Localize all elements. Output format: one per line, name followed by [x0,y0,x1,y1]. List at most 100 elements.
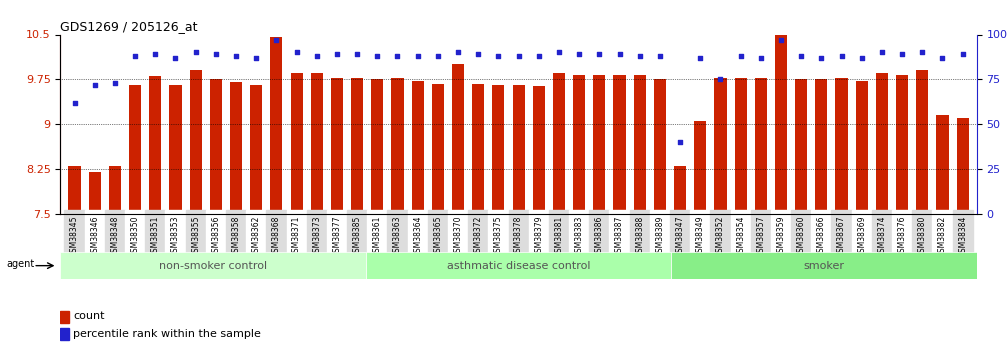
Point [66,100,83,106]
Bar [270,38,282,214]
FancyBboxPatch shape [672,252,977,279]
Bar [392,78,404,214]
Point [329,51,345,57]
Bar [109,166,121,214]
Point [914,50,930,55]
Bar [896,75,908,214]
Bar [553,73,565,214]
Bar [836,78,848,214]
Point [107,80,123,86]
FancyBboxPatch shape [366,252,672,279]
Bar [129,85,141,214]
Text: percentile rank within the sample: percentile rank within the sample [73,329,261,338]
Bar [957,118,969,214]
Bar [230,82,242,214]
Point [773,37,789,43]
Bar [937,115,949,214]
Point [289,50,305,55]
Point [611,51,627,57]
Bar [331,78,343,214]
Text: smoker: smoker [804,261,845,270]
Point [87,82,103,88]
Bar [311,73,323,214]
Point [349,51,366,57]
Point [490,53,507,59]
Bar [60,310,69,323]
Bar [492,85,505,214]
Point [712,77,728,82]
FancyBboxPatch shape [60,252,366,279]
Bar [169,85,181,214]
Bar [291,73,303,214]
Bar [189,70,201,214]
Bar [452,65,464,214]
Point [692,55,708,61]
Bar [149,76,161,214]
Point [814,55,830,61]
Bar [755,78,767,214]
Bar [856,81,868,214]
Point [450,50,466,55]
Text: GDS1269 / 205126_at: GDS1269 / 205126_at [60,20,198,33]
Point [591,51,607,57]
Point [551,50,567,55]
Bar [68,166,81,214]
Point [430,53,446,59]
Point [127,53,143,59]
Point [934,55,951,61]
Bar [250,85,262,214]
Point [370,53,386,59]
Point [753,55,769,61]
Text: asthmatic disease control: asthmatic disease control [447,261,590,270]
Bar [613,75,625,214]
Point [410,53,426,59]
Point [794,53,810,59]
Text: count: count [73,312,105,321]
Bar [472,83,484,214]
Bar [654,79,666,214]
Bar [351,78,364,214]
Bar [674,166,686,214]
Point [187,50,203,55]
Point [248,55,264,61]
Point [511,53,527,59]
Point [268,37,284,43]
Bar [412,81,424,214]
Bar [734,78,746,214]
Bar [816,79,828,214]
Point [854,55,870,61]
Text: agent: agent [6,259,34,269]
Point [894,51,910,57]
Point [834,53,850,59]
Bar [573,75,585,214]
Bar [796,79,808,214]
Bar [432,83,444,214]
Bar [60,328,69,340]
Point [631,53,648,59]
Bar [593,75,605,214]
Bar [89,172,101,214]
Text: non-smoker control: non-smoker control [159,261,267,270]
Bar [513,85,525,214]
Bar [714,78,726,214]
Point [207,51,224,57]
Point [470,51,486,57]
Point [571,51,587,57]
Point [531,53,547,59]
Point [228,53,244,59]
Bar [633,75,645,214]
Bar [209,79,222,214]
Point [147,51,163,57]
Point [672,139,688,145]
Point [167,55,183,61]
Bar [533,86,545,214]
Point [309,53,325,59]
Point [652,53,668,59]
Bar [372,79,384,214]
Point [732,53,748,59]
Bar [916,70,928,214]
Point [390,53,406,59]
Bar [694,121,706,214]
Bar [775,34,787,214]
Point [955,51,971,57]
